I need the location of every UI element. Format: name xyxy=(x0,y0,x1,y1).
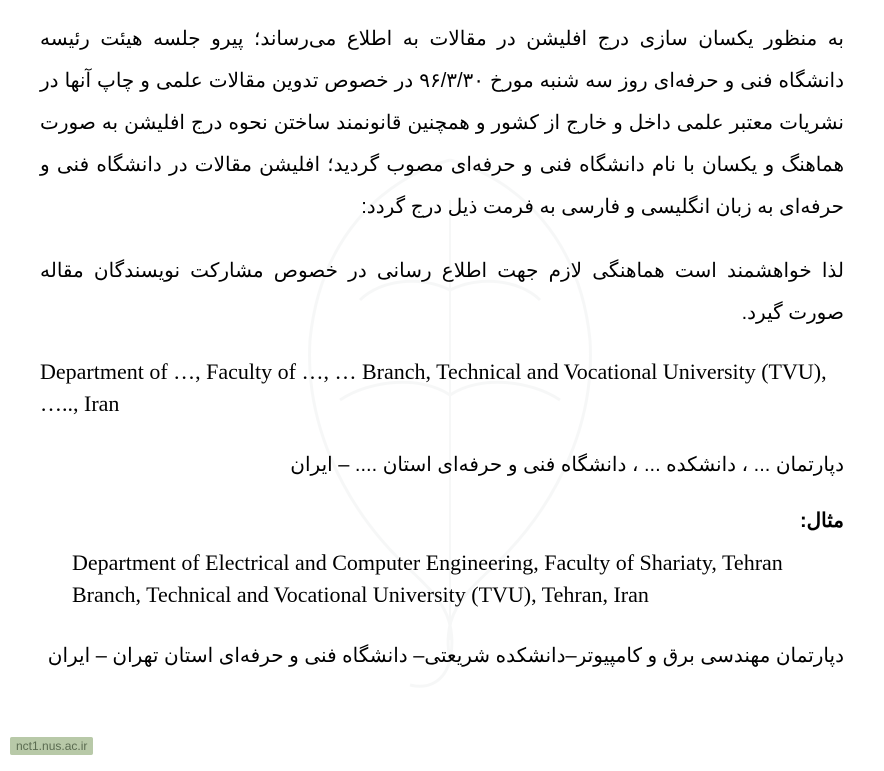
example-heading: مثال: xyxy=(40,508,844,533)
document-content: به منظور یکسان سازی درج افلیشن در مقالات… xyxy=(40,18,844,677)
affiliation-format-english: Department of …, Faculty of …, … Branch,… xyxy=(40,356,844,420)
site-watermark-label: nct1.nus.ac.ir xyxy=(10,737,93,755)
request-paragraph: لذا خواهشمند است هماهنگی لازم جهت اطلاع … xyxy=(40,250,844,334)
example-affiliation-persian: دپارتمان مهندسی برق و کامپیوتر–دانشکده ش… xyxy=(40,635,844,677)
example-affiliation-english: Department of Electrical and Computer En… xyxy=(40,547,844,611)
intro-paragraph: به منظور یکسان سازی درج افلیشن در مقالات… xyxy=(40,18,844,228)
affiliation-format-persian: دپارتمان ... ، دانشکده ... ، دانشگاه فنی… xyxy=(40,444,844,486)
